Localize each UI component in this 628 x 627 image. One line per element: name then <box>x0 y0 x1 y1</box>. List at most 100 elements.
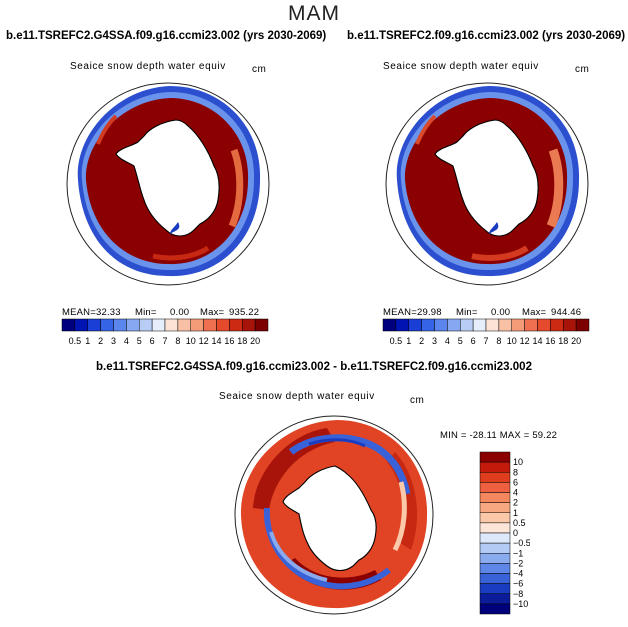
left-panel-units: cm <box>252 64 267 75</box>
colorbar-tick-label: −1 <box>513 548 523 558</box>
colorbar-swatch <box>382 318 397 332</box>
colorbar-swatch <box>511 318 525 332</box>
difference-panel-polar-map <box>234 415 434 615</box>
colorbar-swatch <box>460 318 474 332</box>
right-panel-mean-label: MEAN= <box>383 307 417 318</box>
colorbar-tick-label: 12 <box>199 336 209 346</box>
right-panel-max-value: 944.46 <box>551 307 582 318</box>
colorbar-tick-label: 18 <box>558 336 568 346</box>
colorbar-tick-label: 8 <box>513 467 518 477</box>
colorbar-swatch <box>151 318 166 332</box>
colorbar-swatch <box>485 318 500 332</box>
colorbar-swatch <box>479 593 511 605</box>
colorbar-swatch <box>395 318 409 332</box>
colorbar-swatch <box>498 318 512 332</box>
left-panel-colorbar: 0.5 1 2 3 4 5 6 7 8 10 12 14 16 18 20 <box>61 318 269 346</box>
colorbar-tick-label: 10 <box>507 336 517 346</box>
colorbar-swatch <box>479 461 511 473</box>
colorbar-swatch <box>479 512 511 524</box>
colorbar-swatch <box>113 318 127 332</box>
colorbar-swatch <box>537 318 551 332</box>
colorbar-tick-label: 14 <box>211 336 221 346</box>
left-panel-min-value: 0.00 <box>170 307 190 318</box>
colorbar-tick-label: 4 <box>124 336 129 346</box>
colorbar-swatch <box>447 318 461 332</box>
colorbar-swatch <box>550 318 564 332</box>
right-panel-mean-value: 29.98 <box>417 307 442 318</box>
difference-panel-min-max: MIN = -28.11 MAX = 59.22 <box>440 430 558 441</box>
difference-panel-title: b.e11.TSREFC2.G4SSA.f09.g16.ccmi23.002 -… <box>96 361 532 373</box>
colorbar-tick-label: 0.5 <box>390 336 403 346</box>
colorbar-swatch <box>177 318 191 332</box>
colorbar-swatch <box>479 583 511 594</box>
colorbar-swatch <box>229 318 243 332</box>
colorbar-swatch <box>421 318 435 332</box>
colorbar-swatch <box>479 542 511 554</box>
colorbar-swatch <box>479 553 511 564</box>
colorbar-swatch <box>575 318 590 332</box>
colorbar-tick-label: 7 <box>162 336 167 346</box>
colorbar-tick-label: 2 <box>419 336 424 346</box>
colorbar-tick-label: 16 <box>545 336 555 346</box>
colorbar-swatch <box>190 318 204 332</box>
left-panel-max-value: 935.22 <box>229 307 260 318</box>
colorbar-tick-label: 0.5 <box>69 336 82 346</box>
colorbar-swatch <box>563 318 577 332</box>
colorbar-swatch <box>479 603 511 615</box>
colorbar-tick-label: 4 <box>445 336 450 346</box>
right-panel-max-label: Max= <box>522 307 547 318</box>
colorbar-swatch <box>434 318 448 332</box>
colorbar-swatch <box>479 502 511 513</box>
left-panel-max-label: Max= <box>200 307 225 318</box>
colorbar-tick-label: 16 <box>224 336 234 346</box>
colorbar-swatch <box>408 318 422 332</box>
colorbar-swatch <box>479 472 511 483</box>
colorbar-tick-label: 18 <box>237 336 247 346</box>
colorbar-swatch <box>216 318 230 332</box>
right-panel-min-label: Min= <box>456 307 478 318</box>
colorbar-tick-label: 5 <box>137 336 142 346</box>
colorbar-tick-label: 2 <box>513 498 518 508</box>
colorbar-tick-label: 0 <box>513 528 518 538</box>
left-panel-polar-map <box>66 82 270 286</box>
colorbar-swatch <box>61 318 76 332</box>
colorbar-swatch <box>87 318 101 332</box>
left-panel-title: b.e11.TSREFC2.G4SSA.f09.g16.ccmi23.002 (… <box>6 30 327 42</box>
colorbar-swatch <box>126 318 140 332</box>
colorbar-swatch <box>254 318 269 332</box>
right-panel-units: cm <box>575 64 590 75</box>
colorbar-swatch <box>479 563 511 574</box>
colorbar-swatch <box>139 318 153 332</box>
colorbar-tick-label: 2 <box>98 336 103 346</box>
left-panel-variable-label: Seaice snow depth water equiv <box>70 61 226 72</box>
colorbar-tick-label: 4 <box>513 488 518 498</box>
colorbar-swatch <box>524 318 538 332</box>
colorbar-tick-label: 20 <box>571 336 581 346</box>
colorbar-tick-label: 1 <box>406 336 411 346</box>
colorbar-tick-label: 3 <box>432 336 437 346</box>
colorbar-tick-label: 12 <box>520 336 530 346</box>
colorbar-tick-label: −8 <box>513 589 523 599</box>
colorbar-swatch <box>479 451 511 463</box>
colorbar-swatch <box>100 318 114 332</box>
colorbar-swatch <box>479 482 511 493</box>
colorbar-tick-label: −0.5 <box>513 538 530 548</box>
right-panel-colorbar: 0.5 1 2 3 4 5 6 7 8 10 12 14 16 18 20 <box>382 318 590 346</box>
season-title: MAM <box>288 2 340 25</box>
colorbar-tick-label: 20 <box>250 336 260 346</box>
colorbar-swatch <box>74 318 88 332</box>
colorbar-tick-label: −2 <box>513 558 523 568</box>
colorbar-tick-label: 6 <box>513 477 518 487</box>
colorbar-tick-label: 8 <box>496 336 501 346</box>
right-panel-variable-label: Seaice snow depth water equiv <box>383 61 539 72</box>
colorbar-tick-label: 1 <box>85 336 90 346</box>
colorbar-tick-label: −6 <box>513 579 523 589</box>
colorbar-tick-label: −10 <box>513 599 528 609</box>
colorbar-tick-label: 3 <box>111 336 116 346</box>
colorbar-swatch <box>472 318 487 332</box>
colorbar-swatch <box>164 318 179 332</box>
left-panel-mean-label: MEAN= <box>62 307 96 318</box>
right-panel-polar-map <box>385 82 589 286</box>
colorbar-tick-label: −4 <box>513 569 523 579</box>
